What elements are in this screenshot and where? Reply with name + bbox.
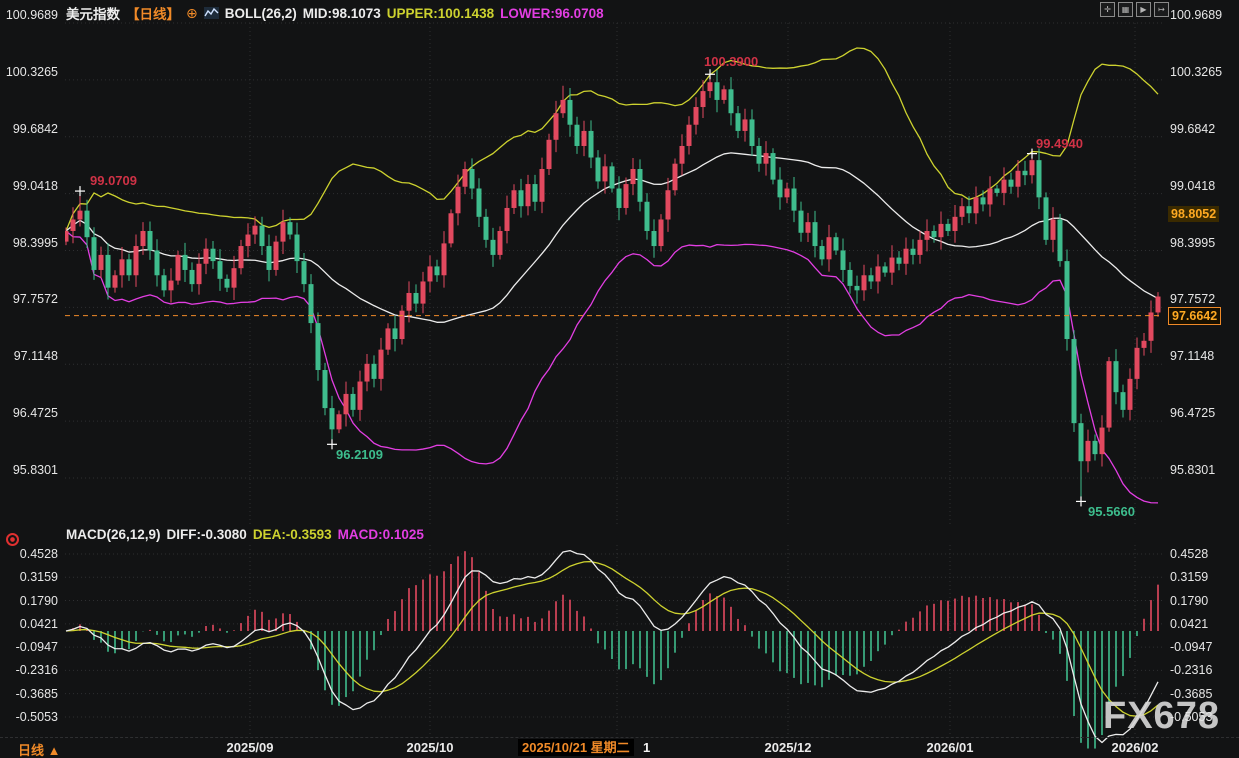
period-selector-label: 日线 xyxy=(18,743,45,758)
crosshair-tool-icon[interactable]: ✛ xyxy=(1100,2,1115,17)
chart-toolbar: ✛ ▦ ▶ ↦ xyxy=(1100,2,1169,17)
period-arrow-icon: ▲ xyxy=(47,743,61,758)
period-selector[interactable]: 日线 ▲ xyxy=(18,740,61,758)
indicator-tool-icon[interactable]: ▶ xyxy=(1136,2,1151,17)
export-tool-icon[interactable]: ↦ xyxy=(1154,2,1169,17)
candlestick-tool-icon[interactable]: ▦ xyxy=(1118,2,1133,17)
macd-indicator-dot-icon[interactable] xyxy=(6,533,19,546)
settings-plus-icon[interactable]: ⊕ xyxy=(186,5,198,21)
